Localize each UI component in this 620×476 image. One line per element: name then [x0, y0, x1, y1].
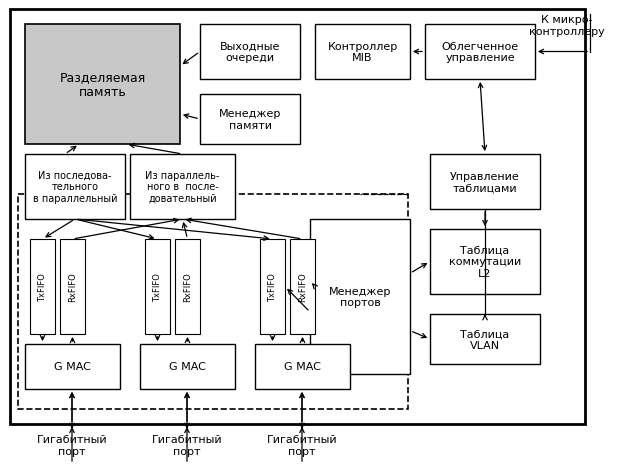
Bar [290, 239, 315, 334]
Text: TxFIFO: TxFIFO [38, 272, 47, 301]
Text: Гигабитный
порт: Гигабитный порт [37, 434, 107, 456]
Bar [200, 95, 300, 145]
Text: Управление
таблицами: Управление таблицами [450, 171, 520, 193]
Text: Из параллель-
ного в  после-
довательный: Из параллель- ного в после- довательный [145, 170, 219, 204]
Text: Выходные
очереди: Выходные очереди [220, 41, 280, 63]
Text: TxFIFO: TxFIFO [268, 272, 277, 301]
Bar [30, 239, 55, 334]
Text: G MAC: G MAC [284, 362, 321, 372]
Text: К микро-
контроллеру: К микро- контроллеру [529, 15, 605, 37]
Text: Контроллер
MIB: Контроллер MIB [327, 41, 397, 63]
Bar [25, 25, 180, 145]
Bar [18, 195, 408, 409]
Text: Таблица
VLAN: Таблица VLAN [461, 328, 510, 350]
Bar [175, 239, 200, 334]
Bar [25, 155, 125, 219]
Bar [430, 314, 540, 364]
Text: Менеджер
памяти: Менеджер памяти [219, 109, 281, 130]
Text: Разделяемая
память: Разделяемая память [60, 71, 146, 99]
Bar [315, 25, 410, 80]
Bar [310, 219, 410, 374]
Text: RxFIFO: RxFIFO [183, 272, 192, 302]
Bar [255, 344, 350, 389]
Bar [140, 344, 235, 389]
Text: G MAC: G MAC [54, 362, 91, 372]
Bar [425, 25, 535, 80]
Text: Облегченное
управление: Облегченное управление [441, 41, 518, 63]
Text: Таблица
коммутации
L2: Таблица коммутации L2 [449, 246, 521, 278]
Bar [430, 229, 540, 294]
Bar [25, 344, 120, 389]
Text: Гигабитный
порт: Гигабитный порт [152, 434, 223, 456]
Bar [430, 155, 540, 209]
Text: Гигабитный
порт: Гигабитный порт [267, 434, 337, 456]
Text: Менеджер
портов: Менеджер портов [329, 286, 391, 307]
Text: RxFIFO: RxFIFO [68, 272, 77, 302]
Text: Из последова-
тельного
в параллельный: Из последова- тельного в параллельный [33, 170, 117, 204]
Bar [130, 155, 235, 219]
Text: G MAC: G MAC [169, 362, 206, 372]
Text: RxFIFO: RxFIFO [298, 272, 307, 302]
Bar [145, 239, 170, 334]
Bar [10, 10, 585, 424]
Bar [200, 25, 300, 80]
Bar [260, 239, 285, 334]
Text: TxFIFO: TxFIFO [153, 272, 162, 301]
Bar [60, 239, 85, 334]
